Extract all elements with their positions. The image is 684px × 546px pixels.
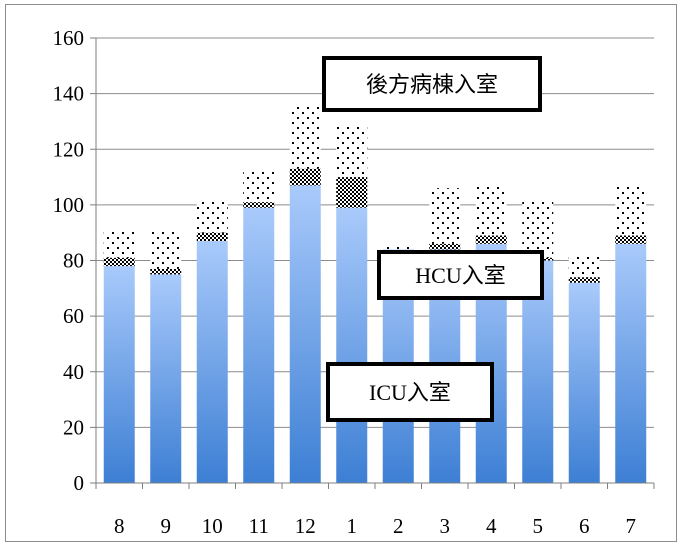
bar-segment: [150, 274, 182, 483]
x-tick-label: 11: [249, 514, 269, 538]
annotation-label: HCU入室: [415, 263, 505, 288]
chart-frame: 0 20 40 60 80 100 120 140 160 8 9 10 11 12 1 2 3 4 5 6 7 後方…: [5, 4, 677, 542]
bar-segment: [568, 282, 600, 483]
bar-segment: [336, 207, 368, 483]
x-tick-labels: 8 9 10 11 12 1 2 3 4 5 6 7: [114, 514, 636, 538]
bar-segment: [243, 171, 275, 203]
bar-segment: [103, 266, 135, 483]
annotation-box: [326, 362, 494, 422]
bar-segment: [522, 199, 554, 258]
bar-segment: [289, 104, 321, 169]
annotation-box: [322, 56, 542, 112]
x-tick-label: 12: [295, 514, 316, 538]
x-tick-label: 10: [202, 514, 223, 538]
bar-segment: [336, 177, 368, 208]
bar-segment: [429, 188, 461, 244]
bars: [103, 104, 647, 483]
bar-segment: [196, 232, 228, 242]
bar-segment: [243, 202, 275, 208]
x-tick-label: 3: [440, 514, 451, 538]
bar-segment: [150, 229, 182, 269]
annotation-label: ICU入室: [369, 380, 451, 405]
annotation-box: [377, 250, 544, 300]
axes: [95, 38, 655, 489]
bar-segment: [289, 185, 321, 483]
y-tick-label: 140: [53, 82, 85, 106]
bar-segment: [336, 127, 368, 178]
bar-segment: [196, 241, 228, 483]
bar-segment: [103, 229, 135, 258]
bar-segment: [475, 235, 507, 244]
x-tick-label: 2: [393, 514, 404, 538]
bar-segment: [568, 277, 600, 283]
bar-segment: [196, 199, 228, 233]
x-tick-label: 4: [486, 514, 497, 538]
bar-segment: [475, 185, 507, 236]
x-tick-label: 6: [579, 514, 590, 538]
y-tick-label: 120: [53, 137, 85, 161]
bar-segment: [103, 257, 135, 267]
bar-segment: [615, 185, 647, 236]
y-tick-labels: 0 20 40 60 80 100 120 140 160: [53, 26, 85, 495]
y-tick-label: 160: [53, 26, 85, 50]
bar-segment: [615, 235, 647, 244]
bar-segment: [150, 268, 182, 275]
y-tick-label: 60: [63, 304, 84, 328]
x-tick-label: 9: [161, 514, 172, 538]
x-tick-label: 1: [347, 514, 358, 538]
bar-segment: [568, 254, 600, 278]
y-tick-label: 40: [63, 360, 84, 384]
bar-segment: [243, 207, 275, 483]
annotations: 後方病棟入室 HCU入室 ICU入室: [322, 56, 544, 422]
y-tick-label: 100: [53, 193, 85, 217]
x-tick-label: 5: [533, 514, 544, 538]
y-tick-label: 80: [63, 249, 84, 273]
y-tick-label: 20: [63, 415, 84, 439]
x-tick-label: 8: [114, 514, 125, 538]
bar-segment: [615, 243, 647, 483]
x-tick-label: 7: [626, 514, 637, 538]
bar-segment: [429, 243, 461, 250]
annotation-label: 後方病棟入室: [366, 72, 498, 97]
bar-segment: [382, 246, 414, 250]
bar-segment: [289, 168, 321, 186]
y-tick-label: 0: [74, 471, 85, 495]
